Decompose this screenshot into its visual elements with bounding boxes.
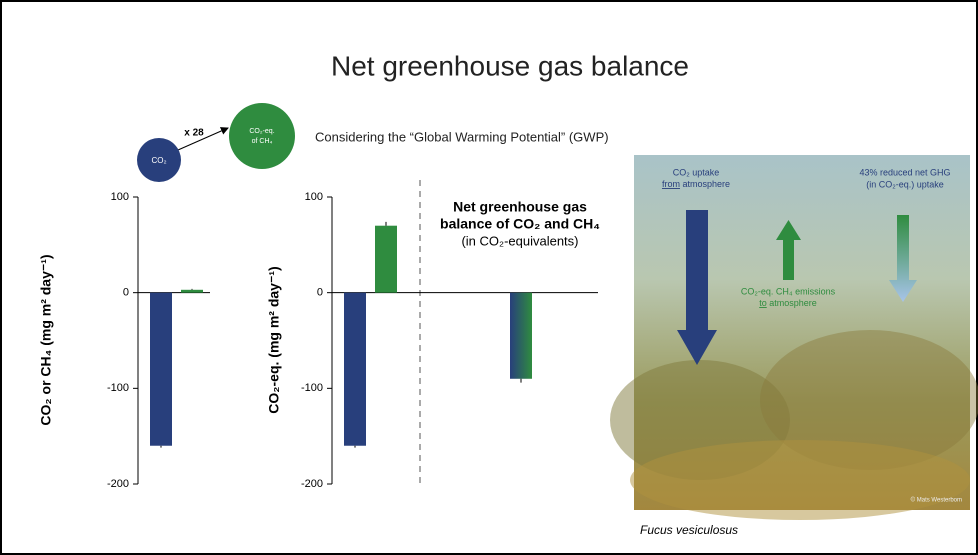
photo-label: (in CO₂-eq.) uptake xyxy=(866,179,944,189)
annotation: Net greenhouse gas xyxy=(453,199,587,215)
photo-label: from atmosphere xyxy=(662,179,730,189)
photo-credit: © Mats Westerbom xyxy=(911,497,962,504)
bar xyxy=(510,293,532,379)
circle-label: CO₂-eq. xyxy=(249,128,274,135)
co2eq-circle xyxy=(229,103,295,169)
photo-label-part: atmosphere xyxy=(680,179,730,189)
annotation: balance of CO₂ and CH₄ xyxy=(440,216,600,232)
y-tick-label: -200 xyxy=(107,478,129,490)
bar xyxy=(181,290,203,293)
bar xyxy=(375,226,397,293)
y-tick-label: 0 xyxy=(123,287,129,299)
y-tick-label: -100 xyxy=(301,382,323,394)
bar xyxy=(150,293,172,446)
photo-label: 43% reduced net GHG xyxy=(859,167,950,177)
y-tick-label: -200 xyxy=(301,478,323,490)
photo-label-part: atmosphere xyxy=(767,298,817,308)
bar xyxy=(344,293,366,446)
annotation-note: (in CO₂-equivalents) xyxy=(461,233,578,248)
photo-label: CO₂-eq. CH₄ emissions xyxy=(741,286,836,296)
y-axis-label: CO₂-eq. (mg m² day⁻¹) xyxy=(266,266,282,413)
y-tick-label: 100 xyxy=(111,191,129,203)
y-axis-label: CO₂ or CH₄ (mg m² day⁻¹) xyxy=(38,254,54,425)
circle-label: of CH₄ xyxy=(252,138,273,145)
circle-label: CO₂ xyxy=(151,156,166,165)
gwp-note: Considering the “Global Warming Potentia… xyxy=(315,129,609,144)
photo-label: to atmosphere xyxy=(759,298,817,308)
photo-label: CO₂ uptake xyxy=(673,167,720,177)
y-tick-label: 100 xyxy=(305,191,323,203)
photo-label-part: to xyxy=(759,298,767,308)
seaweed xyxy=(630,440,970,520)
photo-label-part: from xyxy=(662,179,680,189)
y-tick-label: 0 xyxy=(317,287,323,299)
slide-title: Net greenhouse gas balance xyxy=(331,50,689,81)
y-tick-label: -100 xyxy=(107,382,129,394)
photo: CO₂ uptake from atmosphere CO₂-eq. CH₄ e… xyxy=(610,155,978,520)
caption: Fucus vesiculosus xyxy=(640,523,738,537)
gwp-factor: x 28 xyxy=(184,128,204,139)
